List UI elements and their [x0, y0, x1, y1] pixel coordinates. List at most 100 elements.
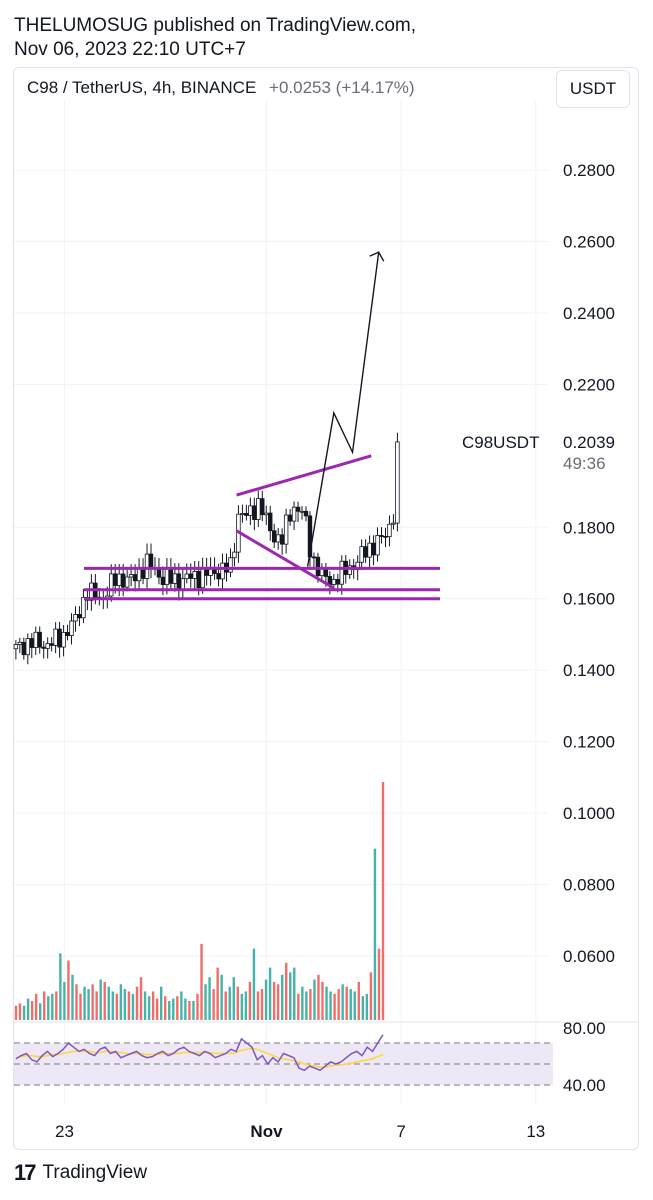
- candle-body: [180, 578, 185, 591]
- time-tick-label: Nov: [250, 1122, 283, 1141]
- volume-bar: [297, 993, 300, 1020]
- volume-bar: [381, 782, 385, 1020]
- candle-body: [391, 522, 396, 525]
- rsi-pane: 80.00 40.00: [14, 1019, 606, 1095]
- volume-bar: [349, 989, 352, 1020]
- candle-body: [220, 562, 225, 580]
- publisher-line: THELUMOSUG published on TradingView.com,: [14, 15, 416, 36]
- price-candles: [13, 432, 400, 665]
- candle-body: [395, 441, 400, 524]
- time-axis: 23 Nov 7 13: [55, 1122, 545, 1141]
- volume-bar: [224, 991, 227, 1020]
- volume-bar: [51, 993, 54, 1020]
- volume-bar: [268, 967, 272, 1020]
- candle-body: [287, 514, 293, 522]
- volume-bar: [293, 967, 296, 1020]
- volume-bar: [301, 986, 304, 1020]
- candle-body: [172, 573, 178, 584]
- candle-body: [279, 534, 285, 545]
- volume-bar: [280, 974, 284, 1020]
- price-tick-label: 0.0600: [563, 947, 615, 966]
- candle-body: [200, 567, 205, 589]
- candle-body: [148, 553, 154, 569]
- candle-body: [299, 510, 305, 513]
- volume-bar: [180, 991, 183, 1020]
- volume-bar: [256, 991, 260, 1020]
- currency-button[interactable]: USDT: [556, 70, 630, 108]
- candle-body: [383, 535, 388, 538]
- candle-body: [184, 573, 189, 580]
- volume-bar: [200, 943, 203, 1020]
- price-tick-label: 0.2600: [563, 232, 615, 251]
- volume-bar: [172, 998, 175, 1020]
- candle-body: [331, 579, 337, 585]
- candle-body: [49, 643, 54, 646]
- candle-body: [216, 573, 221, 580]
- volume-bar: [111, 991, 114, 1020]
- candle-body: [196, 571, 201, 589]
- volume-bar: [168, 1000, 171, 1020]
- volume-bar: [55, 991, 58, 1020]
- price-tick-label: 0.2800: [563, 161, 615, 180]
- volume-bar: [159, 986, 163, 1020]
- volume-bar: [103, 981, 106, 1020]
- candle-body: [33, 631, 38, 648]
- volume-bar: [119, 984, 123, 1020]
- candle-body: [109, 573, 114, 597]
- volume-bar: [164, 996, 167, 1020]
- candle-body: [240, 512, 245, 515]
- projection-arrow: [306, 252, 380, 567]
- price-tick-label: 0.2400: [563, 304, 615, 323]
- volume-bar: [220, 974, 223, 1020]
- rsi-ma-line: [15, 1047, 384, 1068]
- volume-bar: [248, 981, 252, 1020]
- publish-header: THELUMOSUG published on TradingView.com,…: [14, 14, 416, 62]
- candle-body: [77, 614, 82, 619]
- volume-bar: [115, 993, 119, 1020]
- candle-body: [140, 568, 146, 579]
- volume-bar: [123, 989, 127, 1020]
- volume-bar: [30, 1000, 34, 1020]
- volume-bar: [91, 984, 94, 1020]
- candle-body: [244, 512, 249, 516]
- volume-bar: [95, 991, 98, 1020]
- candle-body: [375, 535, 380, 556]
- volume-bar: [345, 986, 348, 1020]
- candle-body: [232, 551, 237, 559]
- volume-bar: [79, 993, 82, 1020]
- volume-bar: [244, 991, 248, 1020]
- symbol-legend[interactable]: C98 / TetherUS, 4h, BINANCE +0.0253 (+14…: [27, 78, 415, 98]
- ticker-label: C98USDT: [462, 433, 539, 452]
- rsi-tick-label: 40.00: [563, 1076, 606, 1095]
- volume-bar: [208, 977, 211, 1020]
- candle-body: [272, 530, 277, 543]
- volume-bar: [176, 996, 179, 1020]
- candle-body: [371, 542, 376, 556]
- volume-bar: [317, 974, 320, 1020]
- publish-date: Nov 06, 2023 22:10 UTC+7: [14, 39, 246, 60]
- rsi-band: [14, 1043, 553, 1085]
- volume-bar: [127, 991, 131, 1020]
- chart-grid: [14, 100, 639, 1105]
- candle-body: [132, 574, 138, 582]
- candle-body: [61, 631, 66, 648]
- volume-bar: [325, 986, 328, 1020]
- candle-body: [81, 596, 86, 619]
- volume-bar: [83, 986, 86, 1020]
- candle-body: [73, 614, 78, 622]
- candle-body: [65, 631, 70, 636]
- volume-bar: [353, 991, 356, 1020]
- triangle-lower-line: [235, 529, 335, 590]
- candle-body: [41, 646, 46, 649]
- volume-bar: [155, 998, 159, 1020]
- volume-bar: [26, 998, 30, 1020]
- time-tick-label: 13: [526, 1122, 545, 1141]
- trend-drawings: [84, 251, 440, 601]
- volume-bar: [357, 981, 361, 1020]
- symbol-title: C98 / TetherUS, 4h, BINANCE: [27, 78, 257, 97]
- candle-body: [29, 638, 34, 648]
- volume-bar: [188, 1000, 191, 1020]
- volume-bar: [196, 993, 199, 1020]
- volume-bar: [313, 979, 316, 1020]
